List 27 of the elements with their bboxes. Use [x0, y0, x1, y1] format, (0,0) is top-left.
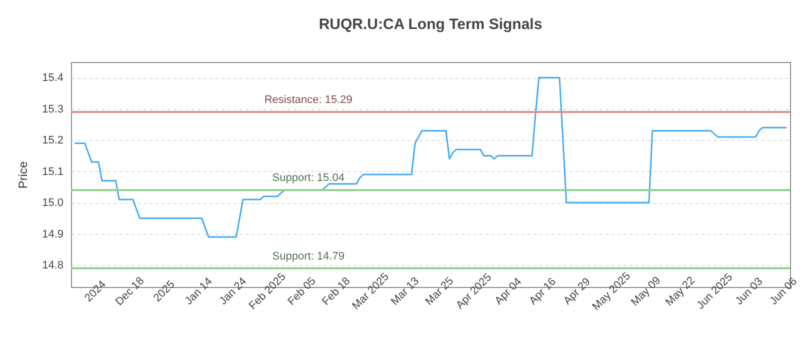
x-tick-label: Apr 29	[562, 276, 593, 308]
x-tick-label: May 09	[629, 274, 664, 308]
ref-line-label: Resistance: 15.29	[264, 94, 352, 106]
x-tick-label: May 22	[663, 274, 698, 308]
x-tick-label: Mar 13	[388, 275, 422, 308]
x-tick-label: Apr 04	[492, 276, 524, 308]
x-tick-label: Feb 05	[286, 275, 318, 308]
x-tick-label: Jun 03	[733, 276, 766, 308]
x-tick-label: Mar 25	[423, 275, 456, 308]
y-tick-label: 14.8	[42, 260, 64, 272]
x-tick-label: Dec 18	[113, 274, 147, 308]
x-tick-label: Jun 06	[768, 276, 800, 308]
ref-line-label: Support: 14.79	[272, 250, 344, 262]
x-tick-label: Jan 24	[217, 276, 250, 308]
y-axis-title: Price	[16, 161, 30, 189]
line-series	[74, 76, 788, 238]
y-tick-label: 15.4	[42, 72, 64, 84]
x-tick-label: Apr 16	[527, 276, 559, 308]
y-tick-label: 14.9	[42, 228, 64, 240]
y-tick-label: 15.3	[42, 103, 64, 116]
x-tick-label: Jan 14	[182, 276, 215, 308]
y-tick-label: 15.1	[42, 166, 64, 178]
ref-line-label: Support: 15.04	[272, 172, 344, 184]
y-tick-label: 15.2	[42, 134, 64, 147]
y-tick-label: 15.0	[42, 197, 64, 210]
x-tick-label: Feb 18	[320, 275, 353, 308]
chart-title: RUQR.U:CA Long Term Signals	[318, 16, 542, 33]
